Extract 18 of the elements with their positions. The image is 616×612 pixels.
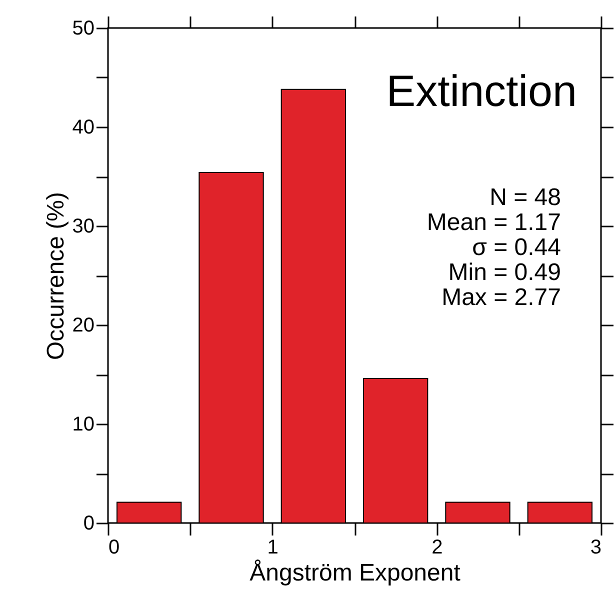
x-tick-label: 2 bbox=[432, 536, 443, 558]
x-tick-label: 0 bbox=[108, 536, 120, 558]
x-tick-label: 1 bbox=[267, 536, 278, 558]
y-axis-title: Occurrence (%) bbox=[42, 192, 70, 360]
y-tick-label: 30 bbox=[72, 216, 94, 238]
annotation: Max = 2.77 bbox=[442, 284, 561, 311]
y-tick-label: 10 bbox=[72, 414, 94, 436]
annotation: Extinction bbox=[386, 67, 577, 116]
annotation: Mean = 1.17 bbox=[426, 209, 561, 236]
y-tick-label: 0 bbox=[83, 512, 94, 534]
y-tick-label: 40 bbox=[72, 116, 94, 138]
annotation: N = 48 bbox=[490, 184, 561, 211]
annotation: Min = 0.49 bbox=[448, 259, 561, 286]
y-tick-label: 20 bbox=[72, 314, 94, 336]
x-tick-label: 3 bbox=[590, 536, 602, 558]
annotation: σ = 0.44 bbox=[472, 234, 561, 261]
y-tick-label: 50 bbox=[72, 18, 94, 40]
x-axis-title: Ångström Exponent bbox=[250, 560, 461, 586]
